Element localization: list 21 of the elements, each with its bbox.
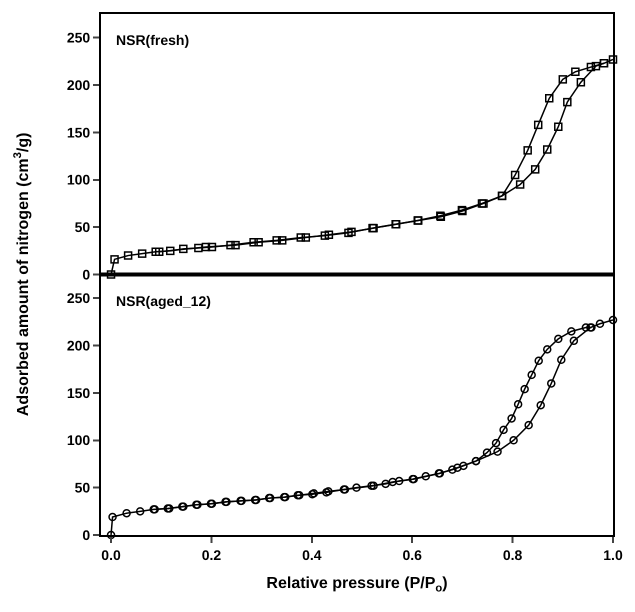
text: NSR(aged_12): [116, 293, 211, 309]
x-tick-label: 0.4: [302, 546, 322, 563]
x-tick-label: 0.6: [402, 546, 422, 563]
text: NSR(fresh): [116, 32, 190, 48]
x-tick-label: 0.2: [202, 546, 222, 563]
y-tick-label: 100: [66, 172, 90, 188]
y-tick-label: 50: [74, 480, 90, 496]
y-tick-label: 150: [66, 384, 90, 401]
y-tick-label: 0: [82, 526, 90, 543]
x-tick-label: 0.8: [502, 546, 523, 563]
y-tick-label: 200: [66, 337, 90, 354]
y-tick-label: 50: [74, 219, 90, 236]
y-tick-label: 150: [66, 124, 90, 140]
x-tick-label: 0.0: [101, 546, 121, 563]
y-tick-label: 250: [66, 30, 90, 46]
y-tick-label: 250: [66, 290, 90, 306]
y-tick-label: 0: [82, 266, 90, 282]
y-tick-label: 100: [66, 432, 90, 448]
x-tick-label: 1.0: [603, 546, 623, 563]
y-tick-label: 200: [66, 76, 90, 93]
x-axis-title: Relative pressure (P/P$_{o}$): [266, 575, 448, 594]
